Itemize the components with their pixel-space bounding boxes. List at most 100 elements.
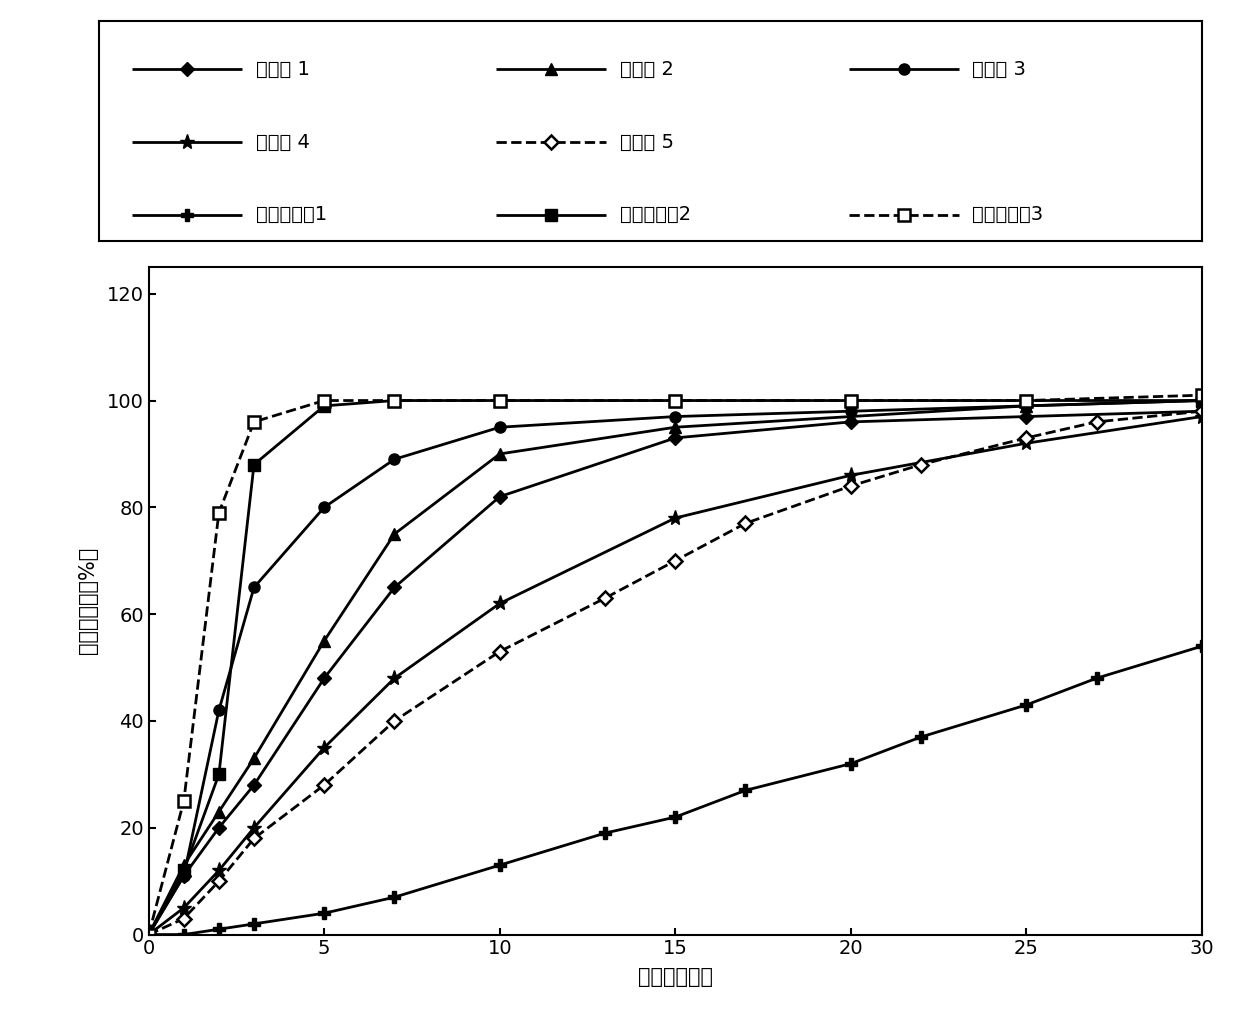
比较实施例2 xyxy=(176,865,191,877)
实施例 1 xyxy=(1194,405,1209,417)
实施例 3 xyxy=(176,870,191,882)
Line: 比较实施例3: 比较实施例3 xyxy=(144,389,1207,940)
比较实施例3 xyxy=(212,506,227,519)
比较实施例2 xyxy=(387,394,401,407)
比较实施例1 xyxy=(1018,698,1033,711)
实施例 5 xyxy=(668,555,683,567)
实施例 1 xyxy=(212,822,227,834)
实施例 1 xyxy=(492,491,507,503)
Line: 比较实施例2: 比较实施例2 xyxy=(144,395,1207,940)
Text: 实施例 5: 实施例 5 xyxy=(620,132,674,152)
实施例 3 xyxy=(212,705,227,717)
实施例 3 xyxy=(247,581,261,594)
比较实施例3 xyxy=(387,394,401,407)
实施例 5 xyxy=(387,715,401,727)
比较实施例2 xyxy=(212,768,227,781)
Y-axis label: 药物溶解度（%）: 药物溶解度（%） xyxy=(78,547,98,654)
比较实施例1 xyxy=(317,907,332,919)
实施例 4 xyxy=(668,511,683,524)
实施例 5 xyxy=(597,592,612,604)
Text: 比较实施例2: 比较实施例2 xyxy=(620,205,690,224)
实施例 4 xyxy=(1194,411,1209,423)
比较实施例1 xyxy=(738,785,753,797)
实施例 5 xyxy=(212,875,227,887)
实施例 5 xyxy=(247,832,261,844)
实施例 1 xyxy=(176,870,191,882)
比较实施例1 xyxy=(387,891,401,904)
实施例 1 xyxy=(317,672,332,684)
Line: 实施例 2: 实施例 2 xyxy=(144,395,1207,940)
比较实施例3 xyxy=(317,394,332,407)
实施例 3 xyxy=(141,928,156,941)
实施例 4 xyxy=(247,822,261,834)
实施例 2 xyxy=(844,411,859,423)
Text: 比较实施例3: 比较实施例3 xyxy=(973,205,1043,224)
比较实施例1 xyxy=(176,928,191,941)
比较实施例1 xyxy=(668,811,683,824)
实施例 5 xyxy=(844,480,859,492)
Line: 实施例 4: 实施例 4 xyxy=(141,409,1209,942)
实施例 4 xyxy=(176,902,191,914)
实施例 5 xyxy=(738,518,753,530)
实施例 3 xyxy=(668,411,683,423)
比较实施例2 xyxy=(668,394,683,407)
实施例 1 xyxy=(247,778,261,791)
比较实施例2 xyxy=(141,928,156,941)
比较实施例1 xyxy=(247,918,261,930)
比较实施例1 xyxy=(913,731,928,744)
比较实施例2 xyxy=(1194,394,1209,407)
实施例 1 xyxy=(141,928,156,941)
实施例 5 xyxy=(492,645,507,657)
比较实施例1 xyxy=(141,928,156,941)
比较实施例2 xyxy=(1018,394,1033,407)
实施例 4 xyxy=(1018,438,1033,450)
实施例 5 xyxy=(1089,416,1104,428)
实施例 4 xyxy=(212,865,227,877)
实施例 3 xyxy=(492,421,507,433)
实施例 3 xyxy=(1194,394,1209,407)
比较实施例3 xyxy=(1018,394,1033,407)
实施例 4 xyxy=(844,469,859,482)
实施例 2 xyxy=(212,805,227,817)
实施例 1 xyxy=(844,416,859,428)
Line: 实施例 3: 实施例 3 xyxy=(144,395,1207,940)
实施例 4 xyxy=(141,928,156,941)
实施例 3 xyxy=(317,501,332,514)
比较实施例2 xyxy=(247,458,261,470)
比较实施例1 xyxy=(1194,640,1209,652)
实施例 2 xyxy=(1194,394,1209,407)
比较实施例2 xyxy=(844,394,859,407)
实施例 5 xyxy=(141,928,156,941)
实施例 5 xyxy=(176,912,191,924)
实施例 3 xyxy=(844,405,859,417)
实施例 2 xyxy=(1018,400,1033,412)
比较实施例3 xyxy=(247,416,261,428)
实施例 1 xyxy=(668,431,683,444)
Text: 实施例 1: 实施例 1 xyxy=(255,60,310,79)
实施例 3 xyxy=(387,453,401,465)
实施例 1 xyxy=(387,581,401,594)
实施例 5 xyxy=(317,778,332,791)
比较实施例2 xyxy=(317,400,332,412)
Text: 实施例 3: 实施例 3 xyxy=(973,60,1026,79)
实施例 3 xyxy=(1018,400,1033,412)
X-axis label: 时间（分钟）: 时间（分钟） xyxy=(638,966,712,987)
实施例 5 xyxy=(913,458,928,470)
实施例 4 xyxy=(387,672,401,684)
比较实施例3 xyxy=(668,394,683,407)
实施例 2 xyxy=(247,752,261,764)
比较实施例1 xyxy=(212,923,227,936)
Text: 比较实施例1: 比较实施例1 xyxy=(255,205,327,224)
实施例 2 xyxy=(492,448,507,460)
比较实施例3 xyxy=(141,928,156,941)
比较实施例3 xyxy=(176,795,191,807)
实施例 2 xyxy=(176,859,191,871)
比较实施例3 xyxy=(492,394,507,407)
Line: 实施例 1: 实施例 1 xyxy=(144,407,1207,940)
Line: 比较实施例1: 比较实施例1 xyxy=(144,641,1207,940)
实施例 2 xyxy=(387,528,401,540)
Text: 实施例 4: 实施例 4 xyxy=(255,132,310,152)
比较实施例1 xyxy=(844,758,859,770)
Text: 实施例 2: 实施例 2 xyxy=(620,60,674,79)
比较实施例3 xyxy=(844,394,859,407)
